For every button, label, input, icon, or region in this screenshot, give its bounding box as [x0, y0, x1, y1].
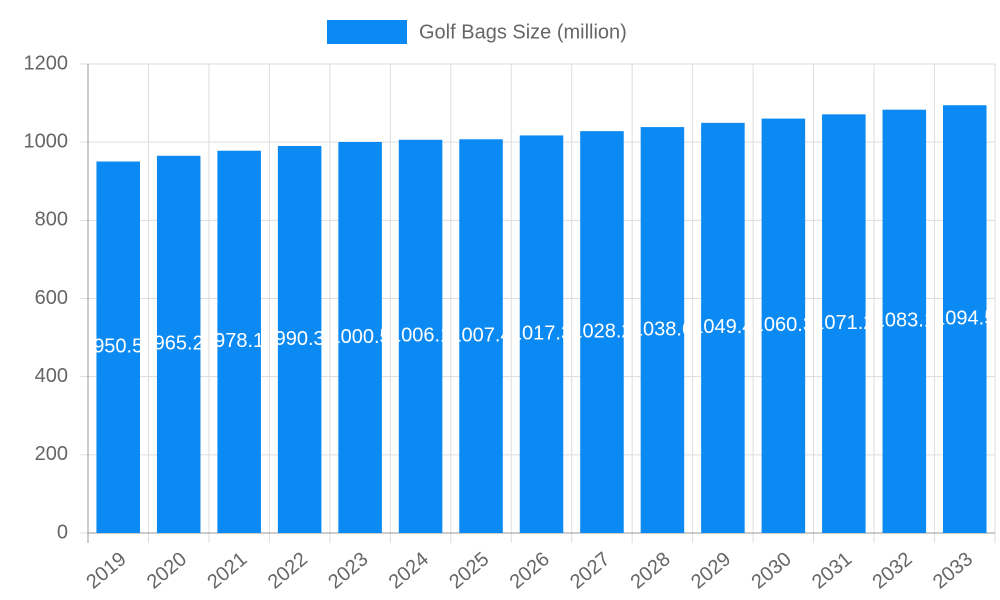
- bar: [96, 161, 141, 533]
- value-label: 965.2: [154, 333, 204, 355]
- bar: [822, 114, 866, 534]
- y-tick-label: 600: [35, 287, 68, 309]
- value-label: 1094.5: [934, 307, 995, 329]
- x-tick-label: 2030: [748, 548, 796, 593]
- y-tick-label: 1200: [24, 52, 69, 74]
- value-label: 1017.3: [511, 322, 572, 344]
- value-label: 990.3: [275, 328, 325, 350]
- bar: [459, 139, 503, 533]
- y-tick-label: 400: [35, 365, 68, 387]
- bar: [882, 109, 927, 533]
- value-label: 950.5: [93, 336, 143, 358]
- value-label: 1007.4: [450, 324, 511, 346]
- x-tick-label: 2021: [203, 548, 251, 593]
- y-tick-label: 0: [57, 521, 68, 543]
- value-label: 1049.4: [692, 316, 753, 338]
- y-tick-label: 800: [35, 209, 68, 231]
- bar: [338, 141, 382, 533]
- value-label: 978.1: [214, 330, 264, 352]
- x-tick-label: 2023: [324, 548, 372, 593]
- x-tick-label: 2025: [445, 548, 493, 593]
- x-tick-label: 2024: [385, 548, 433, 593]
- x-tick-label: 2033: [929, 548, 977, 593]
- y-tick-label: 1000: [24, 130, 69, 152]
- bar: [761, 118, 806, 533]
- value-label: 1006.1: [390, 325, 451, 347]
- bar: [156, 155, 201, 533]
- x-tick-label: 2020: [143, 548, 191, 593]
- x-tick-label: 2026: [506, 548, 554, 593]
- x-tick-label: 2022: [264, 548, 312, 593]
- value-label: 1000.5: [330, 326, 391, 348]
- x-tick-label: 2028: [627, 548, 675, 593]
- legend-swatch: [327, 20, 407, 44]
- value-label: 1071.2: [813, 312, 874, 334]
- x-tick-label: 2032: [868, 548, 916, 593]
- value-label: 1083.1: [874, 310, 935, 332]
- bar: [519, 135, 564, 533]
- value-label: 1038.6: [632, 318, 693, 340]
- x-tick-label: 2031: [808, 548, 856, 593]
- bar: [640, 127, 685, 533]
- bar: [217, 150, 261, 533]
- y-tick-label: 200: [35, 443, 68, 465]
- x-tick-label: 2019: [82, 548, 130, 593]
- x-tick-label: 2027: [566, 548, 614, 593]
- bar: [398, 139, 443, 533]
- bar: [277, 145, 322, 533]
- legend-label: Golf Bags Size (million): [419, 21, 627, 43]
- x-tick-label: 2029: [687, 548, 735, 593]
- bar: [942, 105, 987, 534]
- value-label: 1060.3: [753, 314, 814, 336]
- bar: [701, 122, 745, 533]
- value-label: 1028.2: [571, 320, 632, 342]
- bar: [580, 131, 624, 533]
